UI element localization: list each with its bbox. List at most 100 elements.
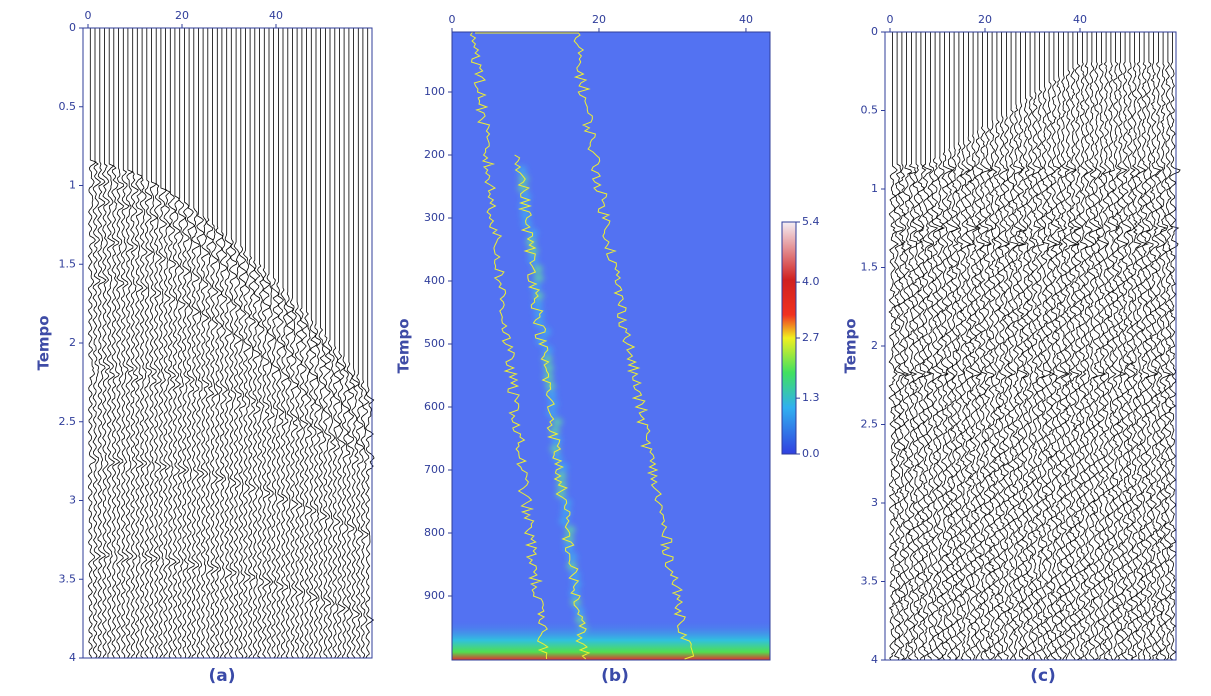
trace: [1007, 32, 1019, 661]
y-tick-label: 0: [871, 25, 878, 38]
trace: [233, 28, 243, 659]
trace: [350, 28, 361, 659]
trace: [897, 32, 910, 661]
caption: (c): [1030, 666, 1056, 686]
trace: [308, 28, 318, 659]
colorbar: [781, 221, 797, 455]
trace: [313, 28, 322, 658]
trace: [148, 28, 158, 659]
traces: [87, 28, 375, 659]
trace: [191, 28, 201, 659]
y-tick-label: 2: [871, 339, 878, 352]
y-tick-label: 400: [424, 274, 445, 287]
y-tick-label: 3: [69, 494, 76, 507]
trace: [1168, 32, 1181, 661]
trace: [964, 32, 979, 661]
x-tick-label: 40: [1073, 13, 1087, 26]
energy-blob: [561, 508, 572, 516]
trace: [125, 28, 134, 659]
energy-blob: [571, 580, 582, 588]
trace: [973, 32, 985, 661]
trace: [1035, 32, 1046, 661]
y-axis-label: Tempo: [395, 318, 413, 373]
trace: [954, 32, 965, 661]
trace: [158, 28, 168, 659]
energy-blob: [546, 391, 557, 399]
trace: [134, 28, 144, 659]
y-tick-label: 4: [871, 653, 878, 666]
trace: [87, 28, 97, 659]
trace: [930, 32, 946, 661]
y-tick-label: 200: [424, 148, 445, 161]
trace: [181, 28, 191, 659]
energy-blob: [570, 598, 581, 606]
trace: [992, 32, 1002, 661]
energy-blob: [542, 355, 553, 363]
trace: [1045, 32, 1058, 661]
trace: [130, 28, 139, 659]
trace: [968, 32, 983, 661]
trace: [360, 28, 370, 659]
trace: [355, 28, 365, 659]
pick-curve: [573, 31, 695, 660]
trace: [195, 28, 205, 659]
trace: [247, 28, 257, 659]
spectrum: [452, 31, 770, 660]
x-tick-label: 0: [85, 9, 92, 22]
trace: [106, 28, 116, 659]
trace: [988, 32, 998, 661]
y-tick-label: 2: [69, 336, 76, 349]
energy-blob: [552, 418, 563, 426]
trace: [1030, 32, 1041, 661]
trace: [252, 28, 261, 659]
caption: (a): [208, 666, 235, 686]
trace: [912, 32, 925, 661]
y-tick-label: 0: [69, 21, 76, 34]
trace: [1106, 32, 1121, 661]
y-tick-label: 1.5: [861, 261, 879, 274]
x-tick-label: 20: [978, 13, 992, 26]
y-tick-label: 4: [69, 651, 76, 664]
colorbar-tick-label: 0.0: [802, 447, 820, 460]
trace: [167, 28, 177, 659]
trace: [115, 28, 125, 659]
trace: [275, 28, 285, 659]
y-tick-label: 600: [424, 400, 445, 413]
y-tick-label: 3: [871, 496, 878, 509]
energy-blob: [521, 193, 532, 201]
y-tick-label: 700: [424, 463, 445, 476]
x-tick-label: 40: [269, 9, 283, 22]
background: [452, 32, 770, 660]
trace: [1144, 32, 1159, 661]
energy-blob: [533, 274, 544, 282]
y-tick-label: 800: [424, 526, 445, 539]
trace: [261, 28, 272, 659]
y-tick-label: 1: [69, 179, 76, 192]
energy-blob: [549, 427, 560, 435]
trace: [101, 28, 110, 659]
y-tick-label: 500: [424, 337, 445, 350]
trace: [1083, 32, 1095, 661]
trace: [280, 28, 290, 659]
energy-blob: [552, 454, 563, 462]
trace: [921, 32, 934, 660]
colorbar-tick-label: 2.7: [802, 331, 820, 344]
energy-blob: [518, 175, 529, 183]
frame: [451, 31, 771, 661]
trace: [1049, 32, 1061, 661]
trace: [303, 28, 313, 659]
trace: [153, 28, 163, 659]
trace: [893, 32, 906, 661]
x-tick-label: 20: [592, 13, 606, 26]
x-tick-label: 40: [739, 13, 753, 26]
trace: [111, 28, 121, 659]
trace: [1149, 32, 1162, 661]
traces: [888, 32, 1181, 661]
trace: [936, 32, 949, 661]
trace: [945, 32, 959, 661]
trace: [97, 28, 107, 659]
trace: [1111, 32, 1122, 661]
trace: [238, 28, 248, 659]
trace: [210, 28, 219, 659]
trace: [242, 28, 251, 659]
